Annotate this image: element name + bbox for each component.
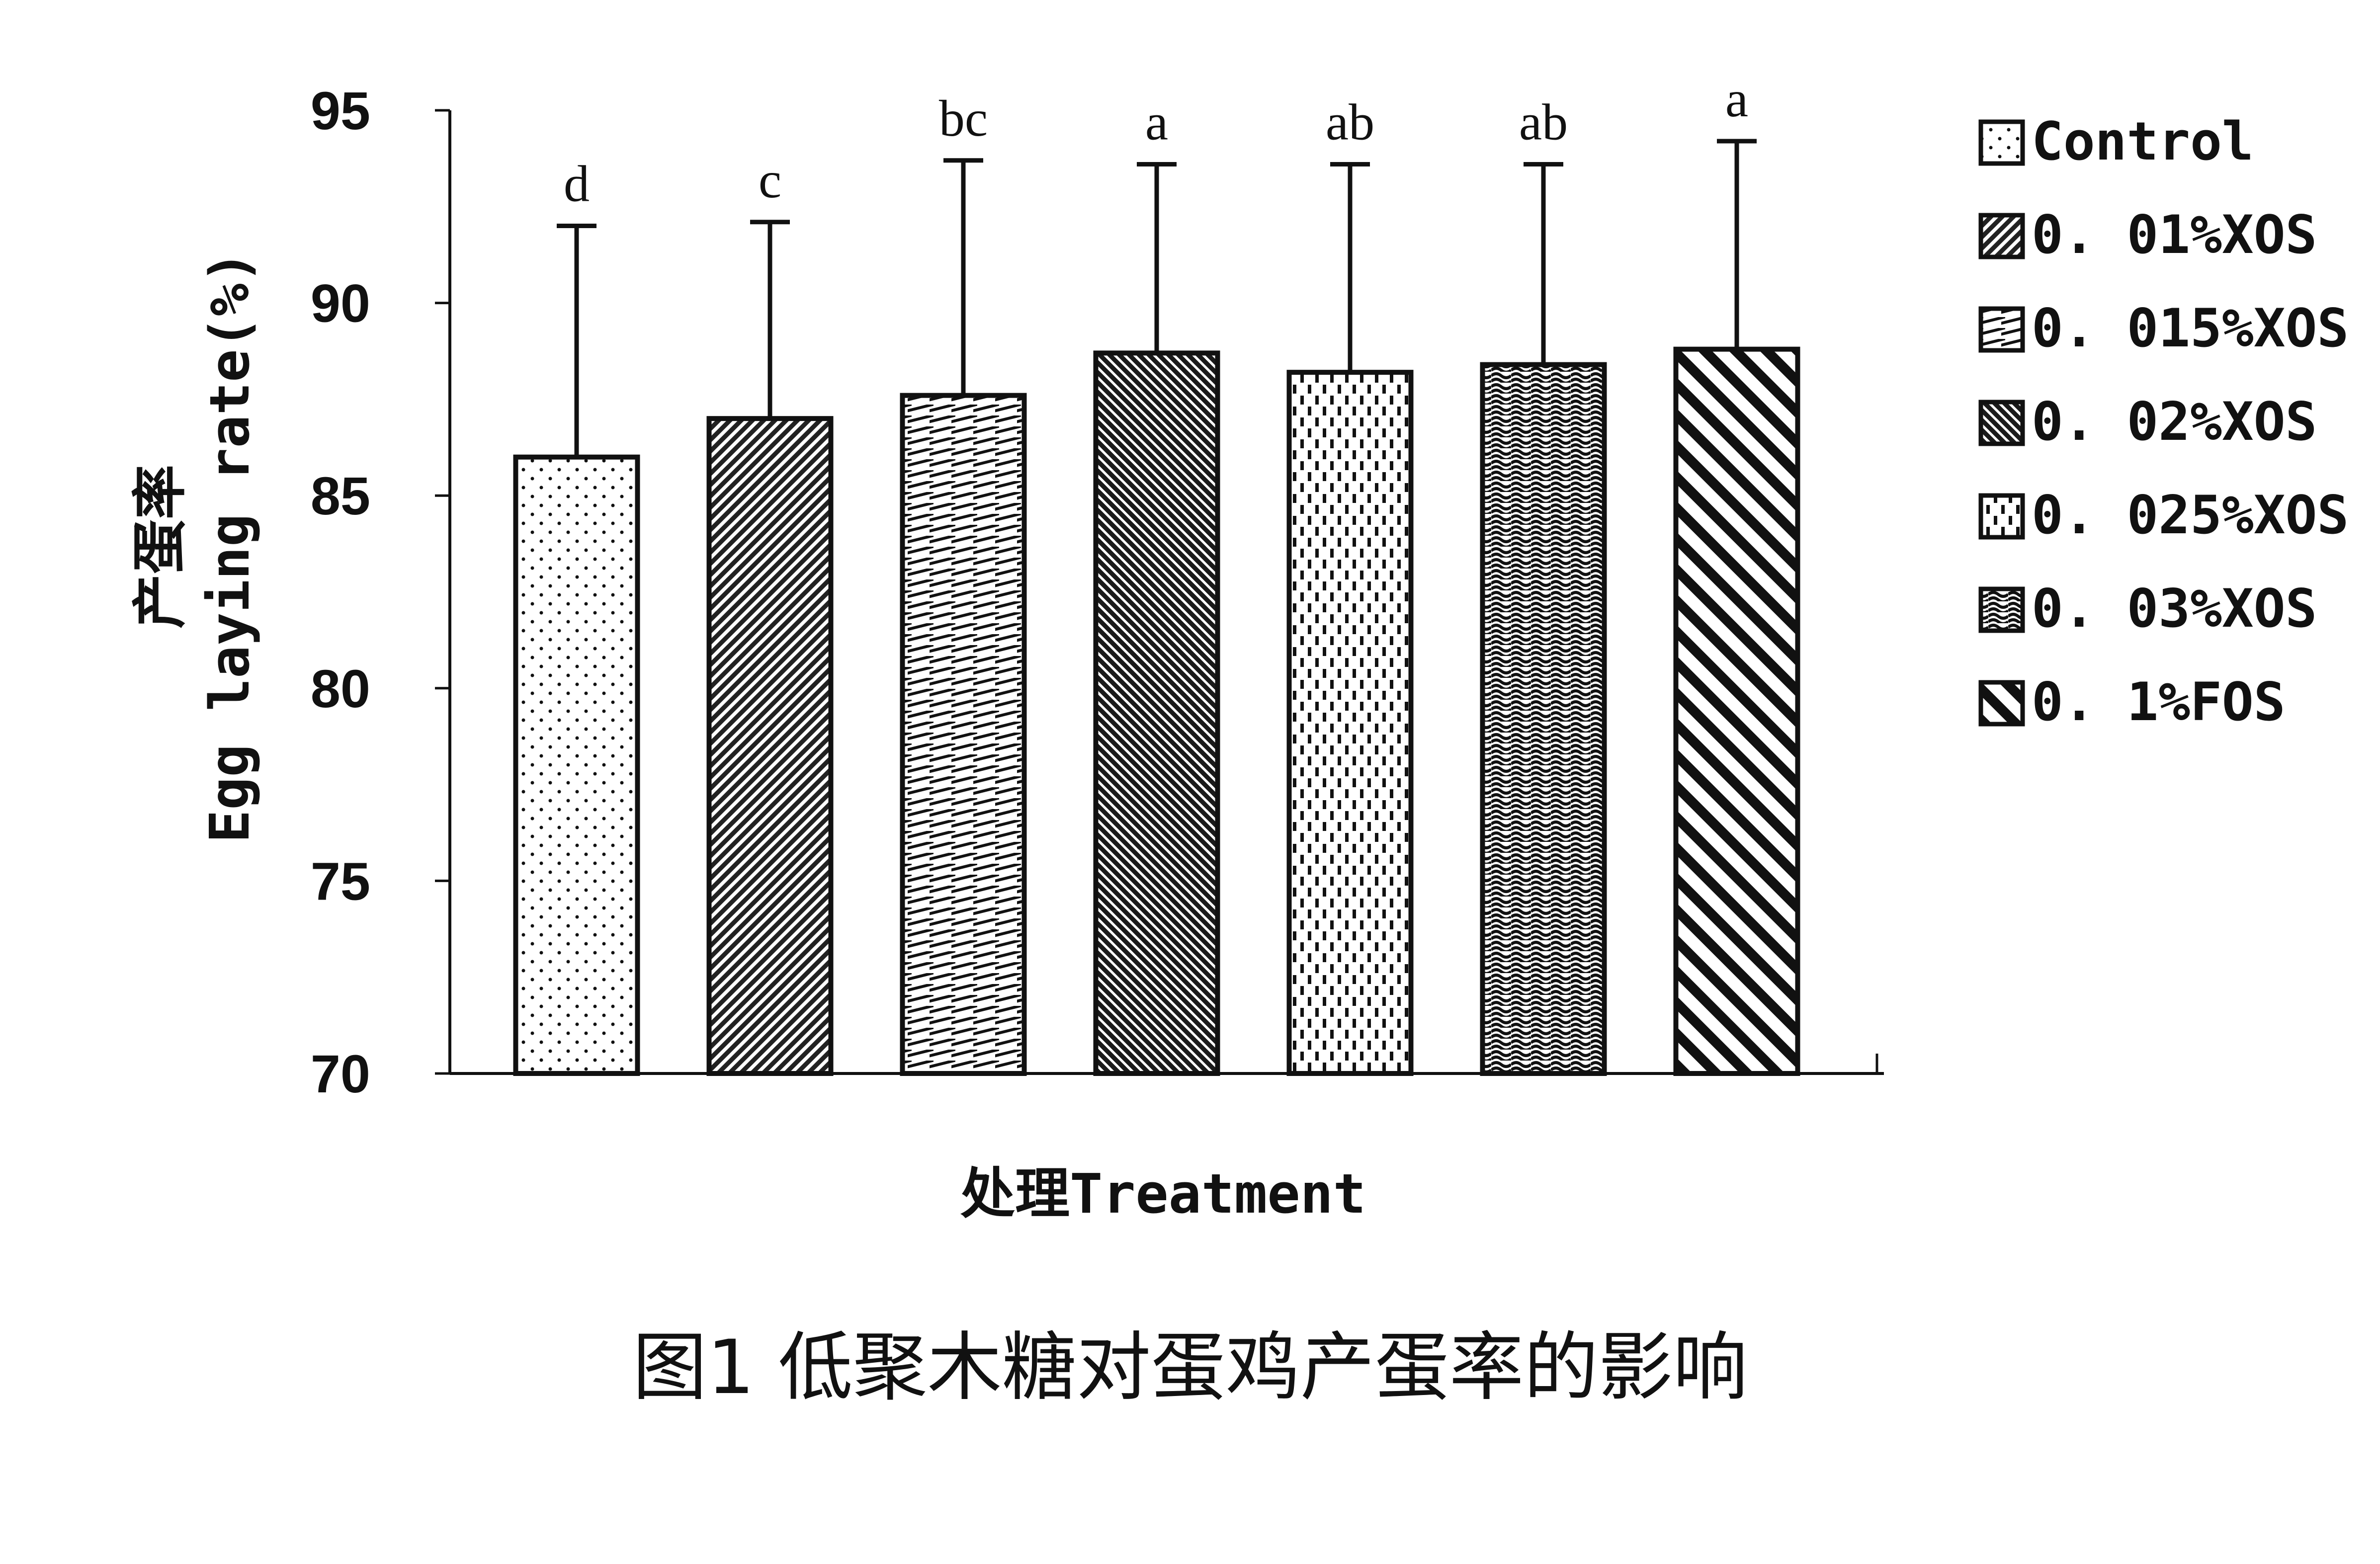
- legend-swatch: [1978, 119, 2025, 166]
- significance-letter: d: [564, 156, 590, 213]
- significance-letter: a: [1145, 94, 1168, 151]
- y-tick-label: 80: [311, 659, 370, 719]
- y-ticks: 95 90 85 80 75 70: [311, 81, 450, 1104]
- y-tick-label: 90: [311, 273, 370, 333]
- significance-letter: c: [759, 152, 781, 209]
- y-tick-label: 70: [311, 1044, 370, 1104]
- significance-letter: a: [1725, 71, 1748, 128]
- bars: [513, 346, 1800, 1076]
- significance-letter: ab: [1519, 94, 1568, 151]
- y-axis-title-en: Egg laying rate(%): [198, 250, 261, 843]
- bar: [513, 454, 640, 1076]
- legend-label: Control: [2032, 111, 2254, 172]
- bar: [1480, 362, 1607, 1076]
- legend-label: 0. 01%XOS: [2032, 204, 2317, 265]
- legend-label: 0. 02%XOS: [2032, 391, 2317, 452]
- y-tick-label: 85: [311, 466, 370, 526]
- legend-swatch: [1978, 680, 2025, 727]
- legend-label: 0. 025%XOS: [2032, 485, 2349, 546]
- legend-swatch: [1978, 493, 2025, 540]
- bar: [1093, 350, 1220, 1076]
- legend: Control 0. 01%XOS 0. 015%XOS 0. 02%XOS 0. 02…: [1978, 111, 2349, 733]
- significance-letters: d c bc a ab ab a: [564, 71, 1748, 213]
- x-axis-title: 处理Treatment: [960, 1162, 1366, 1226]
- y-tick-label: 75: [311, 851, 370, 911]
- bar: [706, 416, 834, 1076]
- legend-label: 0. 1%FOS: [2032, 671, 2286, 733]
- legend-swatch: [1978, 586, 2025, 633]
- error-bars: [557, 139, 1757, 457]
- bar: [1673, 346, 1800, 1076]
- y-tick-label: 95: [311, 81, 370, 141]
- figure-caption: 图1 低聚木糖对蛋鸡产蛋率的影响: [632, 1324, 1748, 1411]
- legend-swatch: [1978, 400, 2025, 446]
- legend-label: 0. 015%XOS: [2032, 298, 2349, 359]
- bar: [1286, 370, 1414, 1076]
- significance-letter: bc: [939, 90, 988, 147]
- significance-letter: ab: [1326, 94, 1374, 151]
- legend-label: 0. 03%XOS: [2032, 578, 2317, 639]
- legend-swatch: [1978, 213, 2025, 259]
- legend-swatch: [1978, 306, 2025, 353]
- y-axis-title-cn: 产蛋率: [128, 465, 192, 629]
- y-axis-title: 产蛋率 Egg laying rate(%): [128, 250, 261, 843]
- bar: [900, 393, 1027, 1076]
